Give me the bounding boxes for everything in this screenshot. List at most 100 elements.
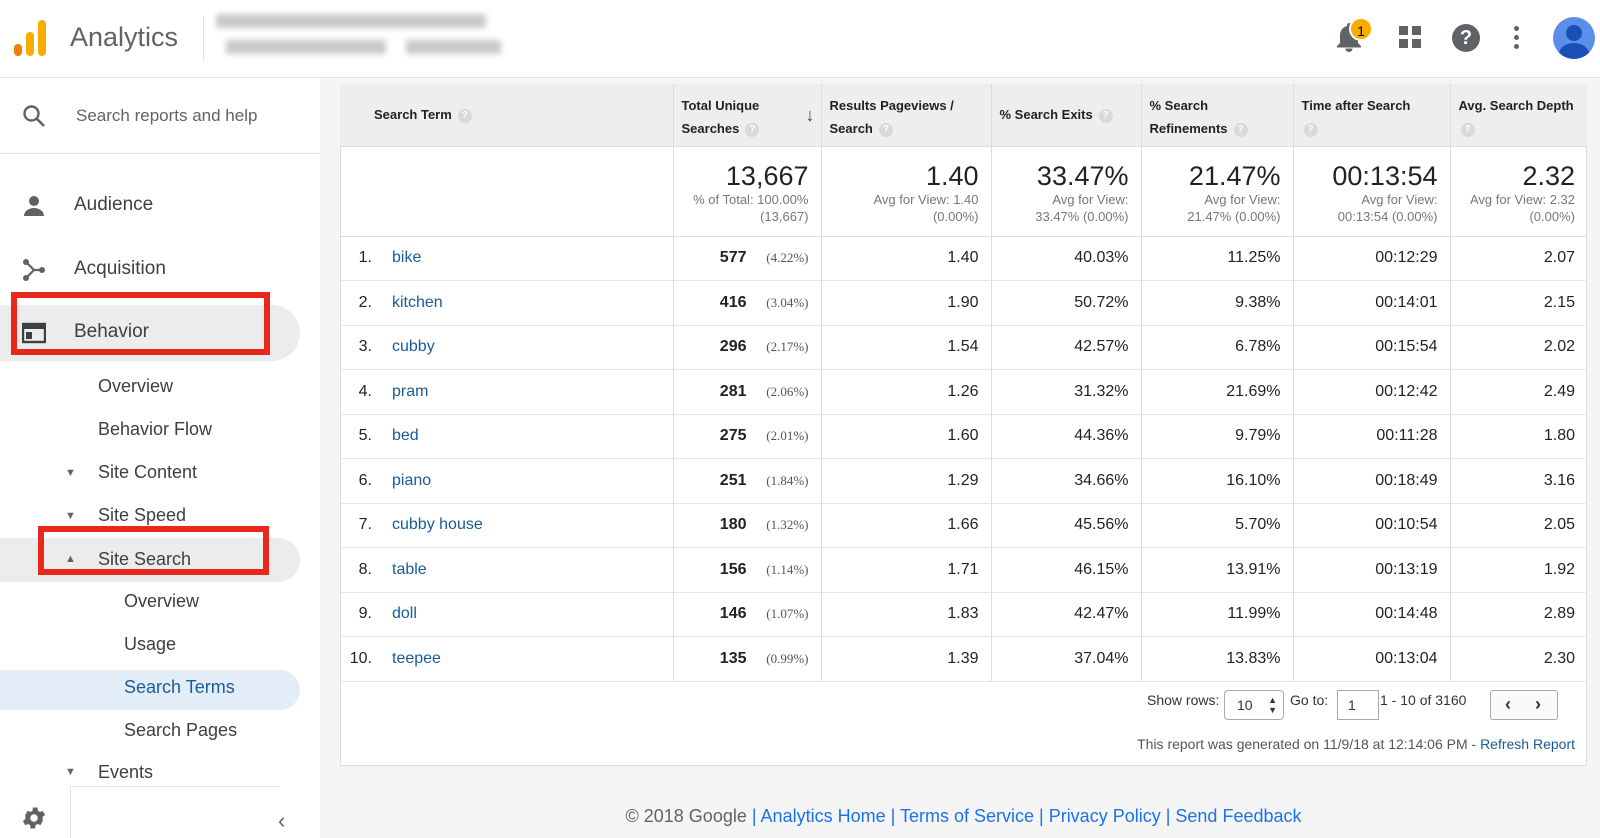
search-term-link[interactable]: pram [392, 382, 429, 400]
cell-time-after-search: 00:18:49 [1293, 458, 1451, 504]
sidebar-subitem-search-pages[interactable]: Search Pages [124, 720, 238, 740]
help-circle-icon[interactable]: ? [745, 122, 760, 137]
apps-grid-icon[interactable] [1399, 26, 1423, 50]
search-input[interactable]: Search reports and help [76, 106, 258, 125]
cell-search-depth: 2.30 [1450, 636, 1587, 682]
help-icon[interactable]: ? [1452, 24, 1480, 52]
more-vert-icon[interactable] [1514, 26, 1520, 50]
sidebar-item-behavior[interactable]: Behavior [0, 307, 300, 357]
help-circle-icon[interactable]: ? [1303, 122, 1318, 137]
sidebar-subitem-overview[interactable]: Overview [98, 376, 174, 396]
cell-time-after-search: 00:12:29 [1293, 236, 1451, 281]
cell-exits: 37.04% [991, 636, 1142, 682]
search-term-link[interactable]: cubby house [392, 516, 483, 534]
help-circle-icon[interactable]: ? [1233, 122, 1248, 137]
col-header-search-refinements[interactable]: % Search Refinements? [1141, 84, 1294, 147]
totals-cell: 21.47% Avg for View: 21.47% (0.00%) [1141, 146, 1294, 237]
col-header-search-term[interactable]: Search Term? [340, 84, 674, 147]
cell-exits: 42.57% [991, 325, 1142, 370]
help-circle-icon[interactable]: ? [878, 122, 893, 137]
totals-cell: 2.32 Avg for View: 2.32 (0.00%) [1450, 146, 1587, 237]
search-term-link[interactable]: kitchen [392, 293, 443, 311]
cell-time-after-search: 00:13:04 [1293, 636, 1451, 682]
search-term-link[interactable]: table [392, 560, 427, 578]
sidebar-item-acquisition[interactable]: Acquisition [0, 244, 300, 294]
cell-search-term: 10. teepee [340, 636, 674, 682]
search-term-link[interactable]: doll [392, 605, 417, 623]
analytics-logo-icon[interactable] [12, 18, 48, 58]
expand-caret-icon[interactable]: ▼ [65, 510, 76, 522]
help-circle-icon[interactable]: ? [1098, 108, 1113, 123]
total-value: 1.40 [925, 160, 979, 191]
col-header-search-exits[interactable]: % Search Exits? [991, 84, 1142, 147]
page-range: 1 - 10 of 3160 [1380, 692, 1467, 708]
cell-refinements: 9.79% [1141, 414, 1294, 459]
report-generated-note: This report was generated on 11/9/18 at … [1137, 736, 1575, 752]
sidebar-search[interactable]: Search reports and help [0, 78, 320, 154]
sidebar-item-audience[interactable]: Audience [0, 180, 300, 230]
footer-link-terms[interactable]: Terms of Service [899, 806, 1034, 826]
next-page-icon[interactable]: › [1535, 694, 1541, 714]
unique-percent: (1.14%) [766, 561, 809, 577]
cell-search-depth: 2.15 [1450, 280, 1587, 326]
search-icon [23, 105, 45, 127]
cell-refinements: 21.69% [1141, 369, 1294, 415]
footer-link-privacy[interactable]: Privacy Policy [1048, 806, 1161, 826]
account-selector[interactable] [216, 12, 516, 68]
sidebar-subitem-search-terms[interactable]: Search Terms [124, 677, 235, 697]
footer-link-feedback[interactable]: Send Feedback [1175, 806, 1302, 826]
total-value: 13,667 [725, 160, 809, 191]
cell-unique-searches: 296 (2.17%) [673, 325, 822, 370]
sidebar-subitem-site-speed[interactable]: Site Speed [98, 505, 187, 525]
row-index: 10. [349, 649, 372, 667]
select-arrows-icon: ▲ ▼ [1268, 695, 1277, 715]
sidebar-subitem-events[interactable]: Events [98, 762, 154, 782]
gear-icon[interactable] [20, 804, 48, 832]
app-title[interactable]: Analytics [70, 22, 179, 52]
goto-input[interactable]: 1 [1337, 690, 1379, 720]
unique-percent: (2.01%) [766, 428, 809, 444]
cell-pageviews: 1.29 [821, 458, 992, 504]
sidebar-subitem-behavior-flow[interactable]: Behavior Flow [98, 419, 213, 439]
sort-down-arrow-icon[interactable]: ↓ [805, 105, 815, 125]
total-sub: Avg for View: [1052, 191, 1129, 207]
sidebar-subitem-site-search[interactable]: Site Search [98, 549, 192, 569]
search-term-link[interactable]: bike [392, 249, 422, 267]
footer-link-analytics-home[interactable]: Analytics Home [760, 806, 886, 826]
cell-unique-searches: 577 (4.22%) [673, 236, 822, 281]
search-term-link[interactable]: teepee [392, 649, 441, 667]
cell-exits: 31.32% [991, 369, 1142, 415]
col-header-results-pageviews[interactable]: Results Pageviews / Search? [821, 84, 992, 147]
search-term-link[interactable]: cubby [392, 338, 435, 356]
expand-caret-icon[interactable]: ▼ [65, 467, 76, 479]
table-row: 4. pram 281 (2.06%) 1.26 31.32% 21.69% 00:12:42… [340, 369, 1587, 415]
totals-cell: 1.40 Avg for View: 1.40 (0.00%) [821, 146, 992, 237]
search-term-link[interactable]: bed [392, 427, 419, 445]
sidebar-subitem-usage[interactable]: Usage [124, 634, 177, 654]
avatar-icon[interactable] [1553, 17, 1595, 59]
col-header-total-unique-searches[interactable]: Total Unique Searches? ↓ [673, 84, 822, 147]
cell-refinements: 9.38% [1141, 280, 1294, 326]
cell-refinements: 11.99% [1141, 592, 1294, 637]
notification-badge[interactable]: 1 [1349, 17, 1373, 41]
expand-caret-icon[interactable]: ▼ [65, 766, 76, 778]
row-index: 3. [358, 338, 372, 356]
table-row: 5. bed 275 (2.01%) 1.60 44.36% 9.79% 00:11:28 1.… [340, 414, 1587, 459]
collapse-caret-icon[interactable]: ▲ [65, 553, 76, 565]
prev-page-icon[interactable]: ‹ [1505, 694, 1511, 714]
show-rows-select[interactable]: 10 ▲ ▼ [1224, 690, 1284, 720]
unique-percent: (4.22%) [766, 250, 809, 266]
col-header-time-after-search[interactable]: Time after Search? [1293, 84, 1451, 147]
cell-search-depth: 2.02 [1450, 325, 1587, 370]
help-circle-icon[interactable]: ? [1460, 122, 1475, 137]
collapse-chevron-icon[interactable]: ‹ [278, 808, 286, 833]
search-term-link[interactable]: piano [392, 471, 432, 489]
total-sub: (13,667) [760, 208, 809, 224]
cell-pageviews: 1.26 [821, 369, 992, 415]
col-header-avg-search-depth[interactable]: Avg. Search Depth? [1450, 84, 1587, 147]
table-row: 9. doll 146 (1.07%) 1.83 42.47% 11.99% 00:14:48… [340, 592, 1587, 637]
refresh-report-link[interactable]: Refresh Report [1480, 736, 1575, 752]
help-circle-icon[interactable]: ? [457, 108, 472, 123]
sidebar-subitem-site-content[interactable]: Site Content [98, 462, 198, 482]
sidebar-subitem-site-search-overview[interactable]: Overview [124, 591, 200, 611]
